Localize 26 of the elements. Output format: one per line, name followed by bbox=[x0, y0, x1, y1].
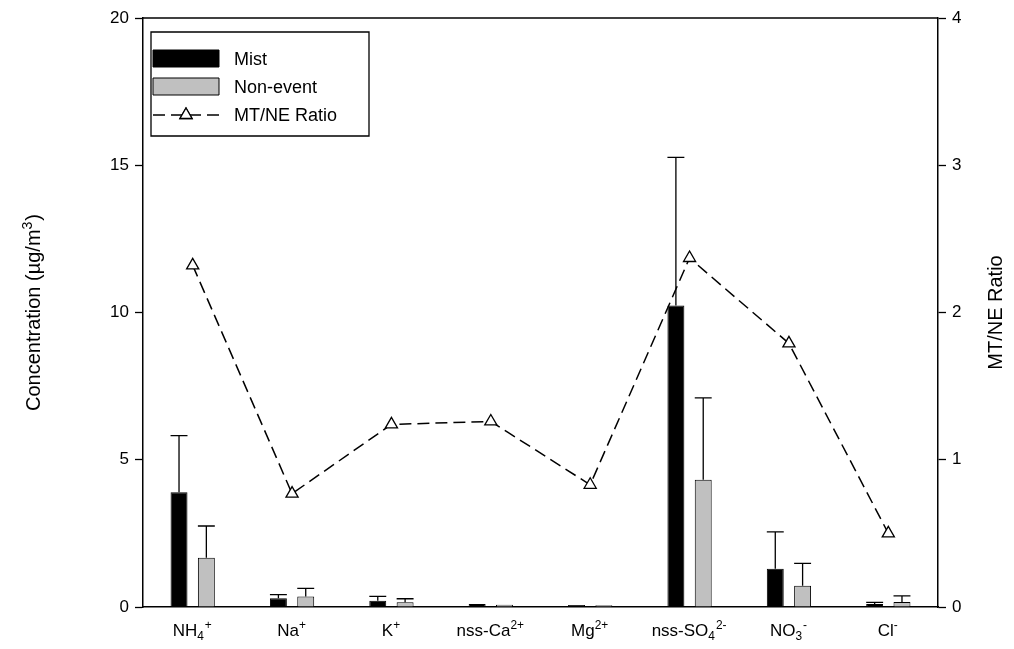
point bbox=[484, 413, 498, 426]
point bbox=[384, 416, 399, 429]
y-tick-label: 5 bbox=[119, 449, 129, 469]
point bbox=[583, 477, 597, 489]
point bbox=[185, 257, 200, 270]
y-tick-label: 20 bbox=[110, 7, 129, 27]
point bbox=[682, 250, 697, 263]
point bbox=[782, 335, 796, 348]
point bbox=[881, 525, 896, 538]
y2-tick-label: 4 bbox=[952, 7, 962, 27]
x-tick-label: K+ bbox=[381, 618, 401, 640]
y2-axis-title: MT/NE Ratio bbox=[984, 255, 1006, 370]
y2-tick-label: 2 bbox=[952, 302, 962, 322]
point bbox=[285, 485, 299, 498]
x-tick-label: Na+ bbox=[277, 618, 306, 640]
y2-tick-label: 0 bbox=[952, 596, 962, 616]
legend-label: Non-event bbox=[234, 77, 318, 97]
y-tick-label: 10 bbox=[110, 302, 129, 322]
y-tick-label: 0 bbox=[119, 596, 129, 616]
x-tick-label: Cl- bbox=[877, 618, 898, 640]
y2-tick-label: 1 bbox=[952, 449, 962, 469]
legend-label: Mist bbox=[234, 49, 267, 69]
y2-tick-label: 3 bbox=[952, 154, 962, 174]
y-axis-title: Concentration (µg/m3) bbox=[19, 213, 44, 412]
legend-label: MT/NE Ratio bbox=[234, 105, 338, 125]
y-tick-label: 15 bbox=[110, 154, 129, 174]
